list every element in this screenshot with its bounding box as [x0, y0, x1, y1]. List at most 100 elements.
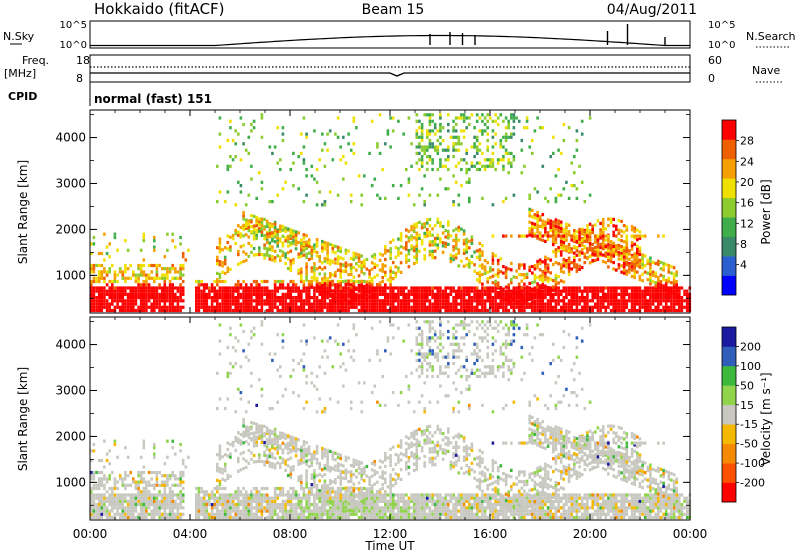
range-cell [218, 515, 222, 520]
range-cell [426, 167, 429, 172]
range-cell [281, 250, 285, 254]
range-cell [153, 289, 156, 293]
range-cell [108, 267, 111, 271]
range-cell [415, 113, 419, 117]
range-cell [360, 260, 363, 264]
range-cell [491, 289, 495, 293]
range-cell [565, 225, 568, 229]
range-cell [363, 284, 366, 289]
range-cell [234, 336, 237, 340]
range-cell [302, 506, 306, 510]
range-cell [231, 292, 235, 296]
range-cell [583, 200, 587, 204]
range-cell [197, 515, 201, 520]
range-cell [533, 302, 537, 306]
range-cell [473, 164, 476, 168]
range-cell [292, 506, 295, 510]
range-cell [405, 244, 408, 248]
range-cell [281, 431, 285, 436]
range-cell [636, 247, 639, 251]
range-cell [565, 296, 568, 300]
range-cell [494, 299, 497, 303]
range-cell [318, 259, 321, 263]
range-cell [260, 437, 264, 441]
range-cell [284, 493, 287, 497]
range-cell [420, 292, 424, 296]
range-cell [601, 299, 605, 303]
range-cell [111, 289, 114, 293]
range-cell [410, 244, 413, 248]
range-cell [423, 299, 426, 303]
range-cell [447, 113, 450, 117]
range-cell [95, 289, 98, 293]
range-cell [389, 256, 392, 260]
range-cell [281, 302, 285, 306]
range-cell [630, 255, 634, 259]
range-cell [247, 219, 251, 223]
range-cell [344, 302, 348, 306]
range-cell [134, 286, 138, 290]
range-cell [554, 302, 558, 306]
range-cell [255, 196, 258, 200]
range-cell [250, 425, 253, 429]
range-cell [250, 432, 253, 436]
range-cell [237, 305, 240, 309]
range-cell [533, 286, 537, 290]
range-cell [528, 230, 531, 234]
range-cell [646, 292, 650, 296]
range-cell [321, 302, 324, 306]
range-cell [594, 296, 597, 300]
range-cell [90, 506, 93, 510]
range-cell [439, 161, 442, 165]
range-cell [601, 234, 605, 238]
range-cell [594, 258, 597, 262]
range-cell [305, 278, 308, 282]
range-cell [580, 296, 584, 300]
range-cell [607, 252, 610, 256]
range-cell [462, 113, 466, 117]
range-cell [205, 512, 209, 516]
range-cell [155, 483, 159, 487]
range-cell [163, 474, 167, 478]
range-cell [323, 275, 327, 279]
range-cell [265, 253, 269, 257]
range-cell [279, 503, 282, 507]
range-cell [538, 215, 542, 219]
range-cell [237, 279, 240, 284]
range-cell [113, 496, 117, 500]
range-cell [391, 308, 395, 313]
range-cell [147, 273, 151, 277]
range-cell [242, 308, 245, 313]
range-cell [229, 119, 232, 123]
range-cell [649, 292, 652, 296]
range-cell [675, 289, 678, 293]
range-cell [659, 280, 663, 284]
range-cell [436, 138, 440, 143]
range-cell [638, 296, 642, 300]
range-cell [202, 292, 206, 296]
range-cell [129, 289, 132, 293]
range-cell [271, 292, 274, 296]
range-cell [612, 217, 615, 221]
range-cell [544, 227, 547, 231]
range-cell [297, 155, 300, 159]
range-cell [515, 305, 518, 309]
range-cell [279, 490, 282, 494]
range-cell [439, 308, 442, 313]
range-cell [657, 302, 660, 306]
range-cell [121, 515, 125, 520]
range-cell [116, 305, 119, 309]
range-cell [528, 145, 531, 149]
range-cell [657, 292, 660, 296]
range-cell [221, 286, 224, 290]
range-cell [92, 267, 96, 271]
range-cell [239, 468, 243, 472]
range-cell [675, 308, 678, 313]
range-cell [557, 225, 560, 229]
range-cell [221, 302, 224, 306]
range-cell [428, 155, 432, 159]
range-cell [263, 279, 266, 284]
range-cell [100, 273, 104, 277]
range-cell [231, 138, 235, 143]
range-cell [218, 323, 222, 327]
